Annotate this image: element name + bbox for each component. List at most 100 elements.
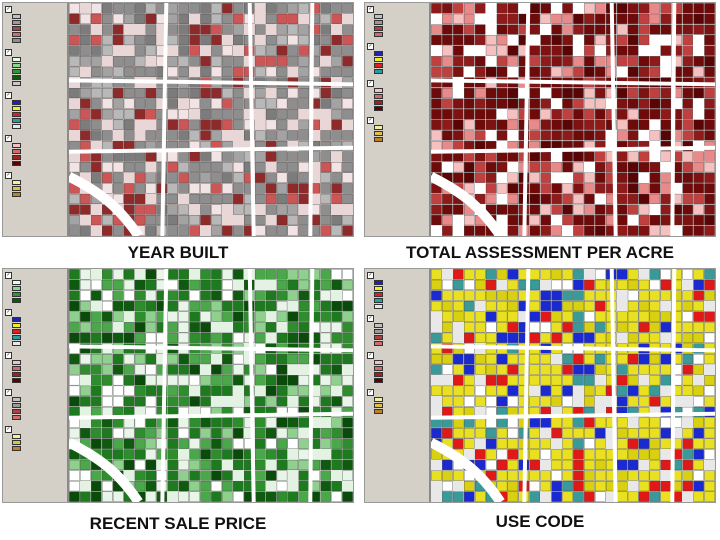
parcel	[91, 354, 102, 365]
checkbox-icon[interactable]: ✓	[5, 426, 12, 433]
parcel	[638, 364, 650, 375]
parcel-map-total-assessment[interactable]	[431, 3, 715, 236]
parcel	[189, 45, 200, 56]
parcel	[156, 375, 168, 386]
checkbox-icon[interactable]: ✓	[5, 92, 12, 99]
parcel	[638, 322, 650, 333]
checkbox-icon[interactable]: ✓	[367, 43, 374, 50]
legend-layer-toggle[interactable]: ✓	[5, 389, 65, 396]
legend-layer-toggle[interactable]: ✓	[367, 352, 427, 359]
checkbox-icon[interactable]: ✓	[367, 6, 374, 13]
street	[160, 269, 169, 502]
parcel	[507, 98, 519, 109]
checkbox-icon[interactable]: ✓	[367, 272, 374, 279]
parcel	[320, 193, 331, 205]
checkbox-icon[interactable]: ✓	[367, 352, 374, 359]
parcel	[660, 215, 672, 226]
parcel	[529, 119, 540, 130]
legend-layer-toggle[interactable]: ✓	[367, 389, 427, 396]
parcel	[211, 385, 222, 396]
checkbox-icon[interactable]: ✓	[367, 315, 374, 322]
parcel	[134, 449, 146, 460]
checkbox-icon[interactable]: ✓	[367, 389, 374, 396]
parcel	[134, 172, 146, 183]
parcel	[562, 428, 573, 439]
parcel	[276, 193, 288, 205]
checkbox-icon[interactable]: ✓	[5, 309, 12, 316]
checkbox-icon[interactable]: ✓	[367, 117, 374, 124]
legend-swatch	[374, 292, 383, 297]
legend-layer-toggle[interactable]: ✓	[5, 92, 65, 99]
parcel-map-use-code[interactable]	[431, 269, 715, 502]
parcel	[211, 3, 222, 14]
checkbox-icon[interactable]: ✓	[5, 172, 12, 179]
parcel	[474, 66, 486, 77]
parcel	[704, 449, 715, 460]
parcel	[276, 66, 288, 77]
parcel	[211, 45, 222, 56]
parcel	[265, 56, 277, 67]
legend-layer-toggle[interactable]: ✓	[367, 80, 427, 87]
parcel	[298, 322, 310, 333]
legend-entry	[374, 94, 427, 99]
checkbox-icon[interactable]: ✓	[367, 80, 374, 87]
legend-layer-toggle[interactable]: ✓	[367, 272, 427, 279]
parcel	[518, 385, 530, 396]
parcel	[200, 204, 211, 215]
legend-layer-toggle[interactable]: ✓	[5, 272, 65, 279]
legend-entry	[12, 192, 65, 197]
checkbox-icon[interactable]: ✓	[5, 352, 12, 359]
parcel	[551, 225, 562, 236]
checkbox-icon[interactable]: ✓	[5, 389, 12, 396]
parcel	[595, 3, 606, 14]
parcel	[178, 459, 189, 471]
parcel	[102, 183, 113, 194]
parcel	[189, 470, 200, 481]
parcel	[627, 3, 639, 14]
legend-layer-toggle[interactable]: ✓	[5, 135, 65, 142]
parcel	[200, 311, 211, 322]
legend-layer-toggle[interactable]: ✓	[5, 49, 65, 56]
checkbox-icon[interactable]: ✓	[5, 272, 12, 279]
parcel	[649, 290, 661, 301]
parcel	[507, 385, 519, 396]
legend-layer-toggle[interactable]: ✓	[5, 172, 65, 179]
parcel	[200, 34, 211, 46]
parcel	[595, 24, 606, 35]
parcel	[200, 417, 211, 428]
parcel	[682, 119, 693, 130]
legend-layer-toggle[interactable]: ✓	[5, 426, 65, 433]
parcel-map-recent-sale[interactable]	[69, 269, 353, 502]
parcel	[660, 204, 672, 215]
parcel	[595, 130, 606, 141]
parcel	[276, 396, 288, 407]
parcel	[540, 449, 551, 460]
parcel	[112, 438, 124, 449]
checkbox-icon[interactable]: ✓	[5, 135, 12, 142]
parcel-map-year-built[interactable]	[69, 3, 353, 236]
parcel	[167, 193, 178, 205]
parcel	[529, 290, 540, 301]
checkbox-icon[interactable]: ✓	[5, 49, 12, 56]
parcel	[320, 13, 331, 24]
checkbox-icon[interactable]: ✓	[5, 6, 12, 13]
legend-swatch	[374, 286, 383, 291]
parcel	[704, 24, 715, 35]
legend-layer-toggle[interactable]: ✓	[5, 352, 65, 359]
legend-layer-toggle[interactable]: ✓	[367, 6, 427, 13]
legend-layer-toggle[interactable]: ✓	[367, 43, 427, 50]
parcel	[145, 204, 157, 215]
parcel	[573, 300, 584, 312]
parcel	[331, 269, 342, 280]
parcel	[178, 109, 189, 120]
parcel	[222, 491, 233, 502]
parcel	[496, 438, 508, 449]
parcel	[167, 470, 178, 481]
legend-layer-toggle[interactable]: ✓	[367, 315, 427, 322]
legend-layer-toggle[interactable]: ✓	[5, 309, 65, 316]
parcel	[453, 396, 464, 407]
legend-layer-toggle[interactable]: ✓	[5, 6, 65, 13]
parcel	[189, 491, 200, 502]
legend-layer-toggle[interactable]: ✓	[367, 117, 427, 124]
parcel	[682, 406, 693, 418]
